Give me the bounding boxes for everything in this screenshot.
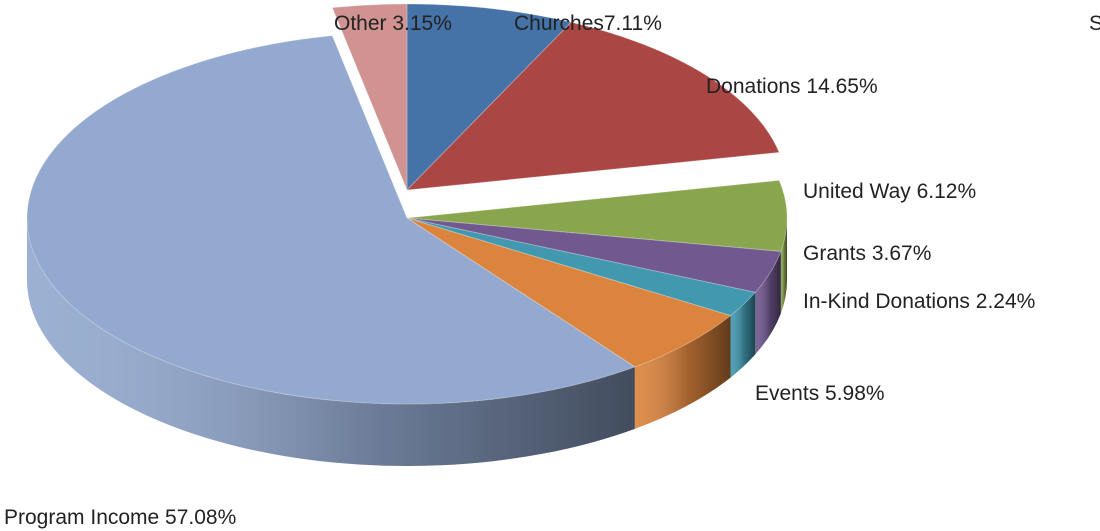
pie-side-events-shade xyxy=(634,315,731,429)
pie-slice-churches xyxy=(406,3,573,192)
pie-top-faces xyxy=(26,3,788,405)
pie-side-walls xyxy=(27,218,787,467)
slice-label-in-kind-donations: In-Kind Donations 2.24% xyxy=(803,290,1035,313)
slice-label-program-income: Program Income 57.08% xyxy=(4,506,236,529)
slice-label-churches: Churches7.11% xyxy=(514,12,662,35)
pie-slice-united-way xyxy=(406,179,788,253)
pie-slice-in-kind-donations xyxy=(406,217,757,317)
slice-label-events: Events 5.98% xyxy=(755,382,885,405)
edge-text: S xyxy=(1089,12,1100,35)
slice-label-united-way: United Way 6.12% xyxy=(803,180,976,203)
pie-side-grants-shade xyxy=(755,251,781,355)
pie-slice-events xyxy=(406,217,732,368)
slice-label-donations: Donations 14.65% xyxy=(706,75,878,98)
pie-slice-donations xyxy=(405,21,780,191)
slice-labels: Churches7.11% Donations 14.65% United Wa… xyxy=(4,12,1100,529)
pie-slice-grants xyxy=(406,217,782,293)
pie-side-united-way-shade xyxy=(780,218,787,314)
pie-side-program-income-shade xyxy=(27,218,635,467)
slice-label-grants: Grants 3.67% xyxy=(803,242,931,265)
pie-side-in-kind-donations-shade xyxy=(730,292,756,378)
slice-label-other: Other 3.15% xyxy=(334,12,452,35)
pie-slice-other xyxy=(331,3,408,191)
pie-slice-program-income xyxy=(26,35,636,405)
